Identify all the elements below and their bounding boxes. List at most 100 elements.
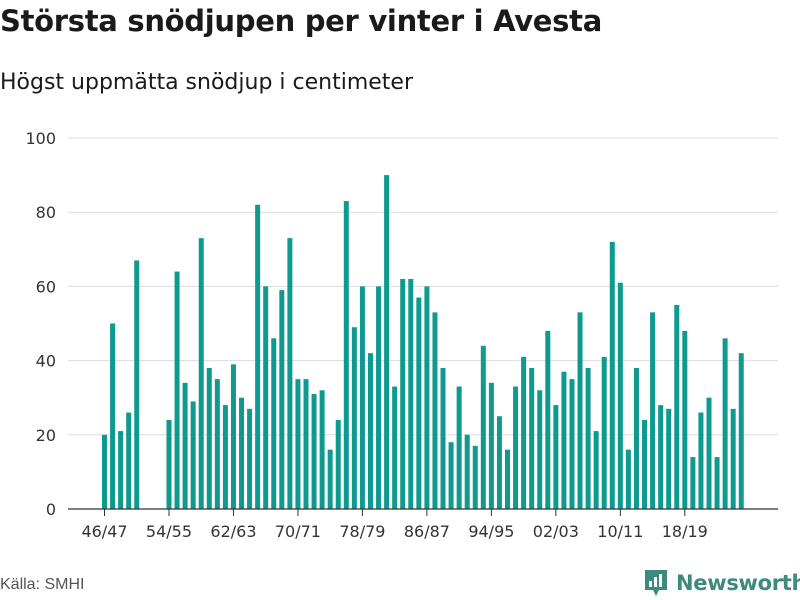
gridlines xyxy=(68,137,778,436)
bar xyxy=(182,382,188,509)
bar xyxy=(287,238,293,510)
bar xyxy=(206,368,212,509)
x-tick-label: 70/71 xyxy=(275,522,321,541)
bar xyxy=(319,390,325,509)
bar xyxy=(311,393,317,509)
y-tick-label: 20 xyxy=(36,426,56,445)
bar xyxy=(521,356,527,509)
bar xyxy=(496,416,502,509)
bar xyxy=(190,401,196,509)
bar xyxy=(738,353,744,509)
bar xyxy=(513,386,519,509)
bar xyxy=(102,434,107,509)
bar xyxy=(625,449,631,509)
bar xyxy=(400,278,406,509)
bar xyxy=(561,371,567,509)
bar xyxy=(376,286,382,509)
bar xyxy=(432,312,438,509)
bar xyxy=(464,434,470,509)
bar xyxy=(440,368,446,509)
bar xyxy=(271,338,277,509)
bar xyxy=(303,379,309,509)
bar xyxy=(408,278,414,509)
bar xyxy=(279,290,285,509)
x-tick-label: 02/03 xyxy=(533,522,579,541)
y-axis-labels: 0 20 40 60 80 100 xyxy=(25,129,56,519)
x-tick-label: 46/47 xyxy=(81,522,127,541)
y-tick-label: 40 xyxy=(36,352,56,371)
bar xyxy=(682,330,688,509)
x-tick-label: 78/79 xyxy=(339,522,385,541)
bar xyxy=(505,449,510,509)
bar xyxy=(674,304,680,509)
bar xyxy=(198,238,204,510)
bar xyxy=(327,449,333,509)
bar xyxy=(698,412,704,509)
bar xyxy=(416,297,422,509)
bar xyxy=(706,397,712,509)
bar xyxy=(359,286,365,509)
x-tick-label: 18/19 xyxy=(662,522,708,541)
bar xyxy=(488,382,494,509)
y-tick-label: 60 xyxy=(36,277,56,296)
x-axis xyxy=(68,508,778,516)
bar xyxy=(545,330,551,509)
bar xyxy=(424,286,430,509)
bar xyxy=(658,405,664,509)
bar xyxy=(722,338,728,509)
bar xyxy=(633,368,639,509)
bar xyxy=(577,312,583,509)
y-tick-label: 100 xyxy=(25,129,56,148)
bar xyxy=(569,379,575,509)
bar xyxy=(335,419,341,509)
x-tick-label: 86/87 xyxy=(404,522,450,541)
brand-logo: Newsworthy xyxy=(643,568,800,598)
bar xyxy=(730,408,736,509)
bar xyxy=(263,286,269,509)
chart-title: Största snödjupen per vinter i Avesta xyxy=(0,4,602,38)
bars xyxy=(102,175,744,510)
bar xyxy=(642,419,648,509)
bar xyxy=(714,457,720,509)
bar xyxy=(351,327,357,509)
bar xyxy=(222,405,228,509)
bar xyxy=(166,419,172,509)
bar xyxy=(529,368,535,509)
bar xyxy=(480,345,486,509)
bar xyxy=(126,412,132,509)
bar xyxy=(255,204,261,509)
bar xyxy=(609,241,615,509)
bar xyxy=(110,323,116,509)
brand-name: Newsworthy xyxy=(676,571,800,595)
newsworthy-icon xyxy=(645,570,667,596)
bar xyxy=(214,379,220,509)
bar xyxy=(247,408,253,509)
y-tick-label: 0 xyxy=(46,500,56,519)
bar xyxy=(690,457,696,509)
bar xyxy=(239,397,245,509)
x-tick-label: 54/55 xyxy=(146,522,192,541)
bar xyxy=(118,431,124,509)
bar xyxy=(472,445,478,509)
bar xyxy=(392,386,398,509)
x-tick-label: 10/11 xyxy=(597,522,643,541)
x-tick-label: 62/63 xyxy=(210,522,256,541)
bar xyxy=(134,260,140,509)
x-tick-label: 94/95 xyxy=(468,522,514,541)
bar xyxy=(601,356,607,509)
bar xyxy=(174,271,180,509)
bar xyxy=(585,368,591,509)
bar xyxy=(295,379,301,509)
bar xyxy=(343,201,349,509)
y-tick-label: 80 xyxy=(36,203,56,222)
bar xyxy=(456,386,462,509)
bar xyxy=(617,282,623,509)
bar xyxy=(553,405,559,509)
bar xyxy=(537,390,543,509)
bar xyxy=(367,353,373,509)
bar xyxy=(448,442,454,509)
chart-subtitle: Högst uppmätta snödjup i centimeter xyxy=(0,70,413,95)
bar xyxy=(230,364,236,509)
bar xyxy=(384,175,390,509)
